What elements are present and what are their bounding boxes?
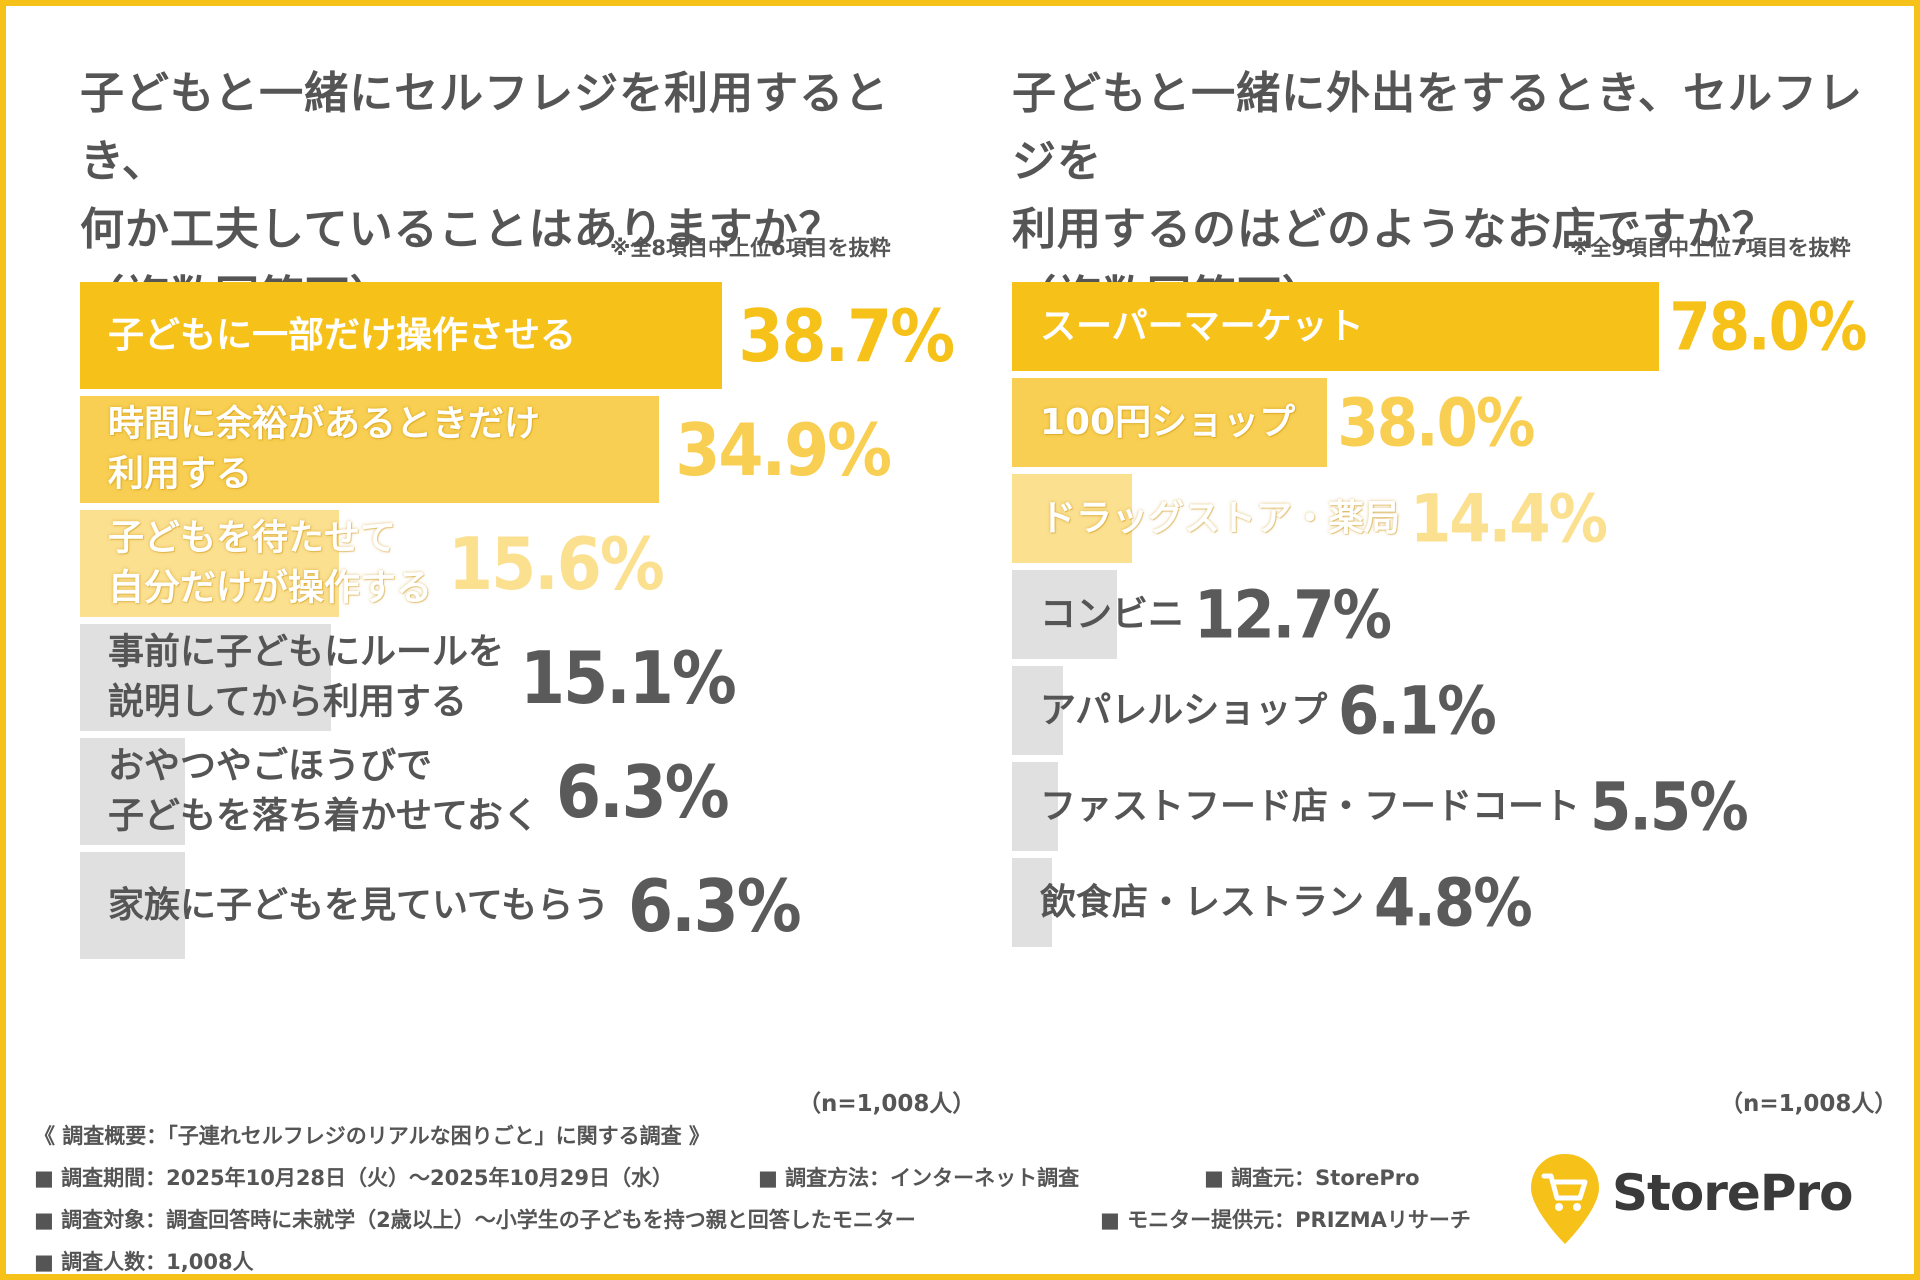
bar-value-label: 15.6%	[448, 521, 665, 606]
bar-value-label: 6.1%	[1338, 672, 1497, 749]
bar-row: 子どもに一部だけ操作させる 38.7%	[80, 282, 955, 389]
bar-label: おやつやごほうびで 子どもを落ち着かせておく	[108, 745, 539, 837]
bar-value-label: 38.0%	[1337, 384, 1535, 461]
bar	[80, 738, 185, 845]
survey-provider: ■ モニター提供元：PRIZMAリサーチ	[1100, 1208, 1471, 1232]
bar-label: コンビニ	[1040, 593, 1185, 635]
bar-row: 100円ショップ 38.0%	[1012, 378, 1902, 467]
bar-value-label: 15.1%	[520, 635, 737, 720]
bar-row: 家族に子どもを見ていてもらう 6.3%	[80, 852, 940, 959]
bar-value-label: 5.5%	[1590, 768, 1749, 845]
bar	[1012, 378, 1328, 467]
bar-row: ドラッグストア・薬局 14.4%	[1012, 474, 1902, 563]
chart-note: ※全8項目中上位6項目を抜粋	[610, 236, 891, 260]
survey-target: ■ 調査対象：調査回答時に未就学（2歳以上）〜小学生の子どもを持つ親と回答したモ…	[34, 1208, 916, 1232]
bar-row: 時間に余裕があるときだけ 利用する 34.9%	[80, 396, 940, 503]
bar-row: 事前に子どもにルールを 説明してから利用する 15.1%	[80, 624, 940, 731]
bar-row: アパレルショップ 6.1%	[1012, 666, 1902, 755]
bar	[80, 624, 331, 731]
bar-label: ファストフード店・フードコート	[1040, 785, 1581, 827]
bar-value-label: 38.7%	[738, 293, 955, 378]
survey-source: ■ 調査元：StorePro	[1204, 1166, 1420, 1190]
shopping-cart-pin-icon	[1531, 1154, 1599, 1244]
bar-label: 家族に子どもを見ていてもらう	[108, 884, 610, 926]
bar	[1012, 762, 1058, 851]
bar-row: コンビニ 12.7%	[1012, 570, 1902, 659]
bar-row: スーパーマーケット 78.0%	[1012, 282, 1902, 371]
sample-size-label: （n=1,008人）	[1720, 1091, 1898, 1117]
chart-note: ※全9項目中上位7項目を抜粋	[1570, 236, 1851, 260]
bar-value-label: 4.8%	[1374, 864, 1533, 941]
bar-value-label: 14.4%	[1410, 480, 1608, 557]
bar-list: 子どもに一部だけ操作させる 38.7% 時間に余裕があるときだけ 利用する 34.9%…	[80, 282, 955, 1104]
bar-value-label: 6.3%	[628, 863, 802, 948]
bar-row: 飲食店・レストラン 4.8%	[1012, 858, 1902, 947]
logo-text: StorePro	[1612, 1164, 1853, 1222]
bar-label: 子どもに一部だけ操作させる	[108, 314, 577, 356]
survey-count: ■ 調査人数：1,008人	[34, 1250, 254, 1274]
bar	[80, 510, 339, 617]
survey-method: ■ 調査方法：インターネット調査	[758, 1166, 1080, 1190]
bar	[1012, 858, 1052, 947]
bar-row: おやつやごほうびで 子どもを落ち着かせておく 6.3%	[80, 738, 940, 845]
bar-value-label: 34.9%	[675, 407, 892, 492]
survey-period: ■ 調査期間：2025年10月28日（火）〜2025年10月29日（水）	[34, 1166, 673, 1190]
bar	[80, 396, 660, 503]
bar-value-label: 6.3%	[556, 749, 730, 834]
bar	[80, 852, 185, 959]
bar-row: ファストフード店・フードコート 5.5%	[1012, 762, 1902, 851]
bar	[1012, 666, 1063, 755]
chart-panel-right: 子どもと一緒に外出をするとき、セルフレジを 利用するのはどのようなお店ですか？ …	[1012, 60, 1902, 1117]
bar	[1012, 474, 1132, 563]
survey-heading: 《 調査概要：「子連れセルフレジのリアルな困りごと」に関する調査 》	[34, 1124, 710, 1148]
chart-panel-left: 子どもと一緒にセルフレジを利用するとき、 何か工夫していることはありますか？ （…	[80, 60, 975, 1117]
bar-row: 子どもを待たせて 自分だけが操作する 15.6%	[80, 510, 940, 617]
bar-label: アパレルショップ	[1040, 689, 1328, 731]
bar-label: 事前に子どもにルールを 説明してから利用する	[108, 631, 505, 723]
bar-label: 時間に余裕があるときだけ 利用する	[108, 403, 541, 495]
bar-label: 飲食店・レストラン	[1040, 881, 1365, 923]
bar-value-label: 78.0%	[1669, 288, 1867, 365]
bar	[1012, 282, 1660, 371]
chart-title: 子どもと一緒にセルフレジを利用するとき、 何か工夫していることはありますか？ （…	[80, 68, 890, 323]
bar	[1012, 570, 1118, 659]
bar-value-label: 12.7%	[1194, 576, 1392, 653]
storepro-logo: StorePro	[1528, 1152, 1908, 1252]
bar-label: ドラッグストア・薬局	[1040, 497, 1401, 539]
bar-label: 100円ショップ	[1040, 401, 1296, 443]
bar-label: スーパーマーケット	[1040, 305, 1364, 347]
bar-label: 子どもを待たせて 自分だけが操作する	[108, 517, 433, 609]
sample-size-label: （n=1,008人）	[798, 1091, 976, 1117]
bar-list: スーパーマーケット 78.0% 100円ショップ 38.0% ドラッグストア・薬局 14.…	[1012, 282, 1902, 1104]
bar	[80, 282, 723, 389]
